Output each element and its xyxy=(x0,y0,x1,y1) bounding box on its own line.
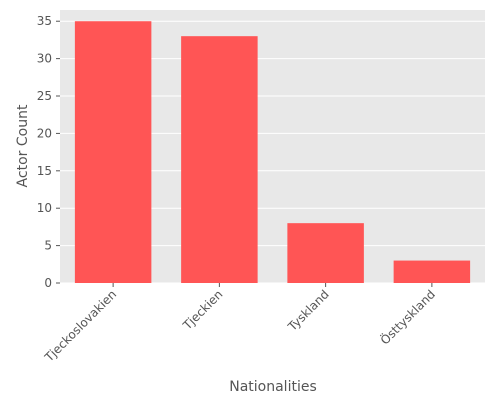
bar-östtyskland xyxy=(393,260,471,283)
y-axis-title: Actor Count xyxy=(15,104,31,187)
bars xyxy=(74,21,471,283)
y-tick-label: 5 xyxy=(44,239,52,253)
x-axis-ticks: Tjeckoslovakien Tjeckien Tyskland Östtyskla… xyxy=(41,283,438,365)
y-tick-label: 20 xyxy=(37,126,52,140)
x-tick-label: Tjeckoslovakien xyxy=(41,287,119,365)
y-tick-label: 15 xyxy=(37,164,52,178)
x-tick-label: Tyskland xyxy=(285,287,332,334)
x-tick-label: Östtyskland xyxy=(376,286,438,348)
x-tick-label: Tjeckien xyxy=(180,287,226,333)
y-tick-label: 35 xyxy=(37,14,52,28)
bar-tjeckoslovakien xyxy=(74,21,152,283)
y-tick-label: 10 xyxy=(37,201,52,215)
y-tick-label: 30 xyxy=(37,52,52,66)
x-axis-title: Nationalities xyxy=(229,379,317,395)
y-axis-ticks: 0 5 10 15 20 25 30 35 xyxy=(37,14,60,290)
bar-tjeckien xyxy=(181,36,258,283)
y-tick-label: 25 xyxy=(37,89,52,103)
bar-tyskland xyxy=(287,223,364,283)
y-tick-label: 0 xyxy=(44,276,52,290)
